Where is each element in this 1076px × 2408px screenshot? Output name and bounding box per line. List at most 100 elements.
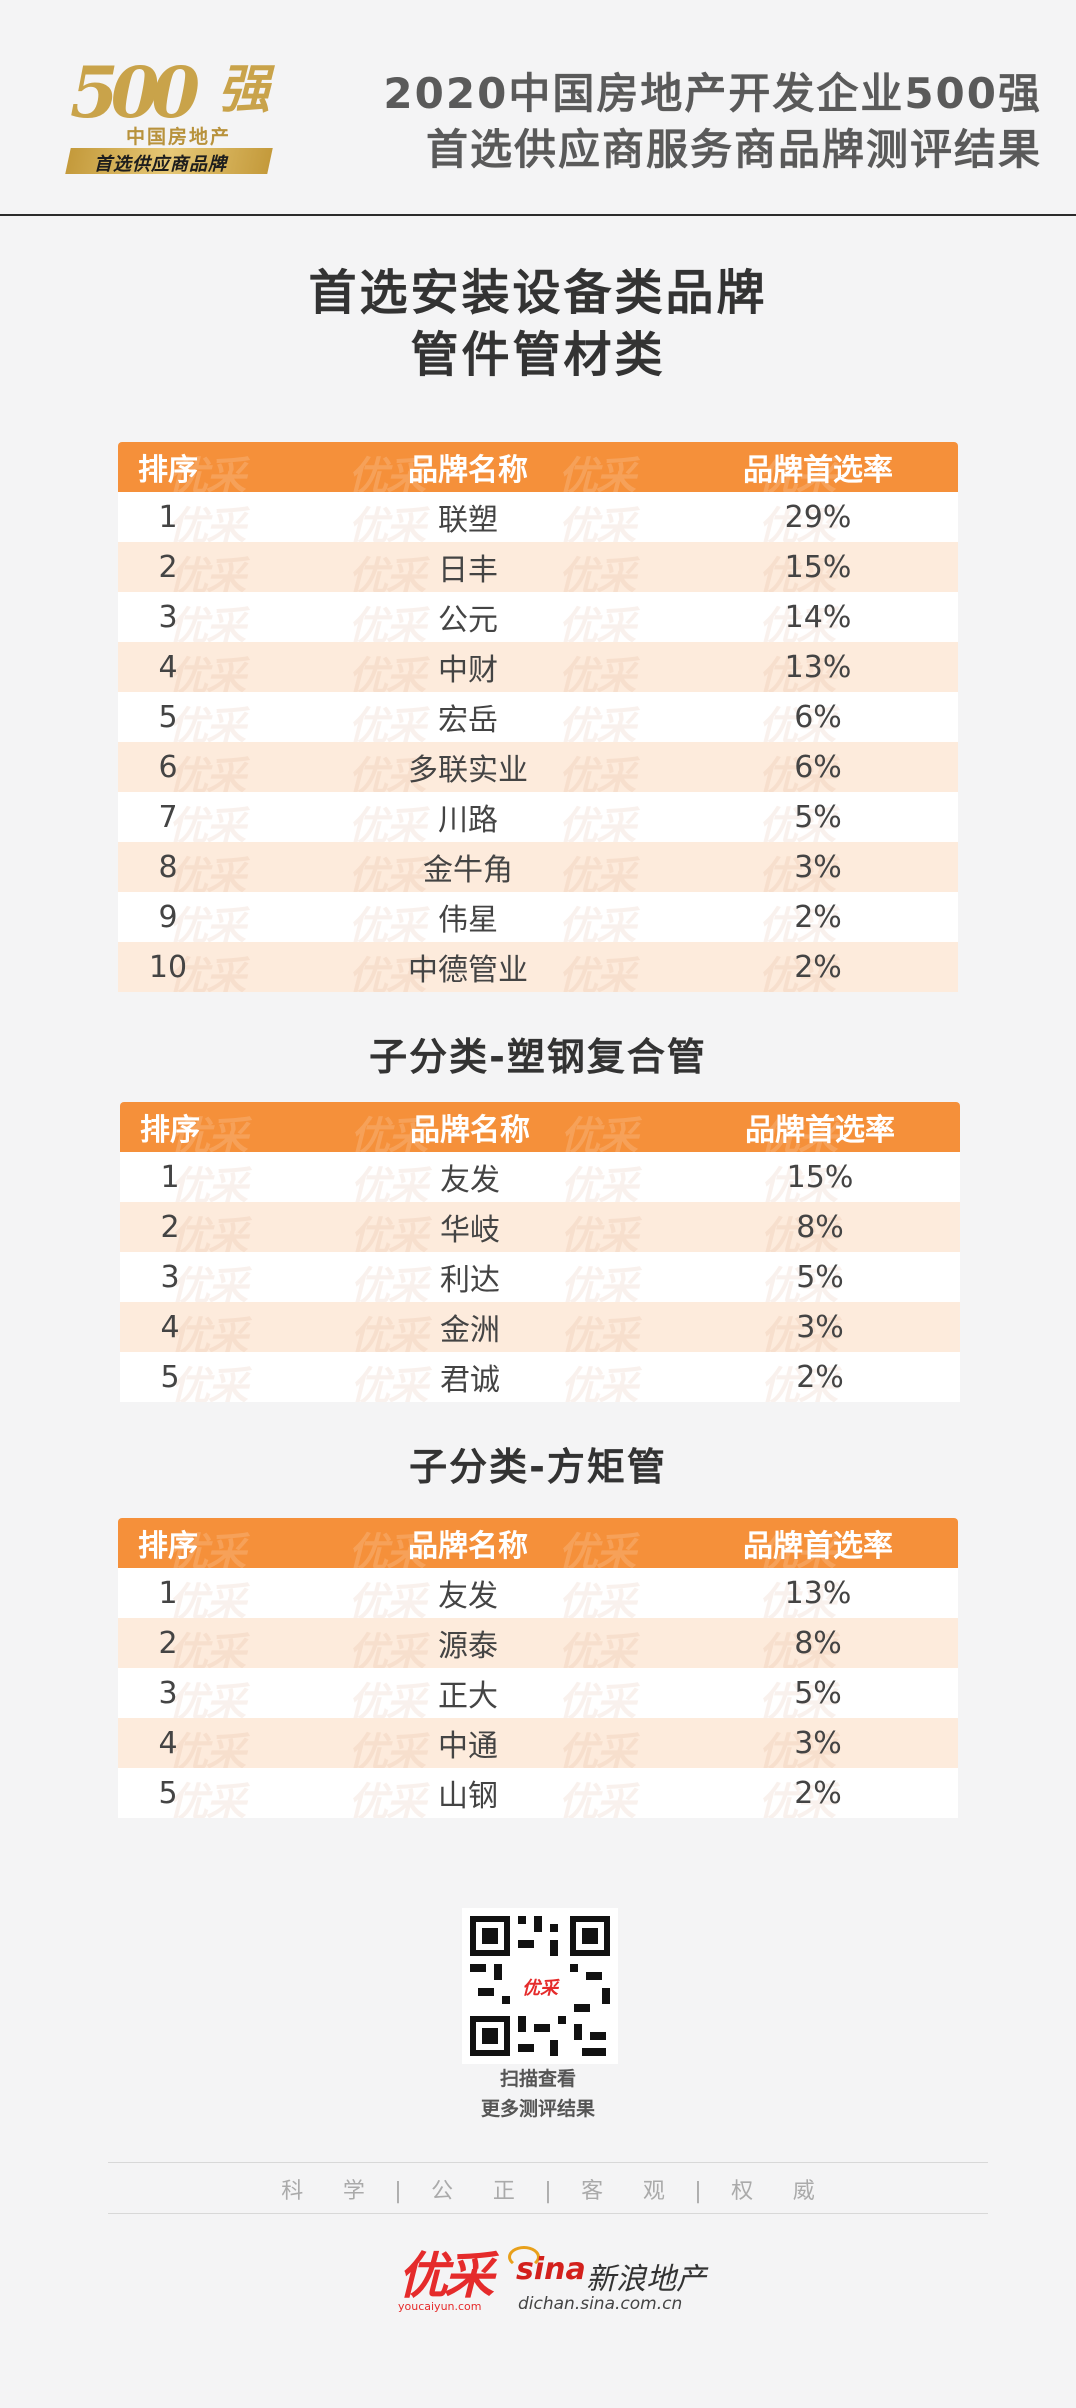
rank-cell: 7 (158, 799, 178, 835)
table-row: 优采 优采 优采 优采 10 中德管业 2% (118, 942, 958, 992)
logo-number: 500 (70, 51, 200, 134)
selection-rate-cell: 6% (794, 699, 842, 735)
selection-rate-cell: 2% (794, 949, 842, 985)
brand-name-cell: 源泰 (438, 1629, 498, 1664)
brand-name-cell: 山钢 (438, 1779, 498, 1814)
rank-cell: 4 (158, 649, 178, 685)
selection-rate-cell: 2% (794, 899, 842, 935)
column-header-rank: 排序 (138, 1529, 198, 1564)
rank-cell: 8 (158, 849, 178, 885)
column-header-rank: 排序 (138, 453, 198, 488)
rank-cell: 1 (158, 499, 178, 535)
top500-logo: 500 强 中国房地产 首选供应商品牌 (62, 51, 282, 175)
rank-cell: 6 (158, 749, 178, 785)
selection-rate-cell: 5% (794, 799, 842, 835)
table-row: 优采 优采 优采 优采 3 利达 5% (120, 1252, 960, 1302)
rank-cell: 4 (158, 1725, 178, 1761)
table-row: 优采 优采 优采 优采 5 山钢 2% (118, 1768, 958, 1818)
qr-caption-line1: 扫描查看 (499, 2068, 576, 2090)
brand-name-cell: 中通 (438, 1729, 498, 1764)
table-row: 优采 优采 优采 优采 7 川路 5% (118, 792, 958, 842)
qr-caption-line2: 更多测评结果 (480, 2098, 595, 2120)
motto-bar: 科 学 | 公 正 | 客 观 | 权 威 (108, 2162, 988, 2214)
selection-rate-cell: 5% (794, 1675, 842, 1711)
selection-rate-cell: 13% (784, 1575, 852, 1611)
brand-name-cell: 联塑 (438, 503, 498, 538)
logo-subtitle: 中国房地产 (126, 126, 232, 148)
brand-name-cell: 中德管业 (408, 953, 528, 988)
motto-text: 科 学 | 公 正 | 客 观 | 权 威 (281, 2179, 815, 2204)
qr-code-graphic: 优采 (462, 1908, 618, 2064)
table-row: 优采 优采 优采 优采 3 正大 5% (118, 1668, 958, 1718)
table-row: 优采 优采 优采 优采 1 联塑 29% (118, 492, 958, 542)
table-header: 优采 优采 优采 优采 排序 品牌名称 品牌首选率 (120, 1102, 960, 1152)
selection-rate-cell: 8% (796, 1209, 844, 1245)
table-row: 优采 优采 优采 优采 8 金牛角 3% (118, 842, 958, 892)
brand-name-cell: 中财 (438, 653, 498, 688)
selection-rate-cell: 2% (794, 1775, 842, 1811)
logo-char: 强 (218, 60, 271, 120)
subcategory-title-square-tube: 子分类-方矩管 (409, 1445, 667, 1489)
youcai-logo[interactable]: 优采 (398, 2247, 494, 2305)
rank-cell: 3 (158, 599, 178, 635)
sina-realestate-label: 新浪地产 (586, 2262, 706, 2297)
column-header-name: 品牌名称 (408, 1529, 528, 1564)
brand-name-cell: 宏岳 (438, 703, 498, 738)
selection-rate-cell: 29% (784, 499, 852, 535)
subcategory-title-composite-pipe: 子分类-塑钢复合管 (369, 1035, 707, 1079)
selection-rate-cell: 3% (794, 1725, 842, 1761)
brand-name-cell: 公元 (438, 603, 498, 638)
brand-name-cell: 君诚 (440, 1363, 500, 1398)
page-header: 500 强 中国房地产 首选供应商品牌 2020中国房地产开发企业500强 首选… (0, 0, 1076, 216)
selection-rate-cell: 3% (796, 1309, 844, 1345)
column-header-rank: 排序 (140, 1113, 200, 1148)
report-title: 2020中国房地产开发企业500强 首选供应商服务商品牌测评结果 (342, 66, 1042, 178)
brand-name-cell: 川路 (438, 803, 498, 838)
rank-cell: 5 (158, 699, 178, 735)
category-title-line1: 首选安装设备类品牌 (308, 265, 768, 321)
selection-rate-cell: 13% (784, 649, 852, 685)
rank-cell: 9 (158, 899, 178, 935)
brand-name-cell: 华岐 (440, 1213, 500, 1248)
logo-band-text: 首选供应商品牌 (94, 154, 227, 175)
column-header-rate: 品牌首选率 (743, 453, 893, 488)
selection-rate-cell: 6% (794, 749, 842, 785)
rank-cell: 2 (158, 1625, 178, 1661)
column-header-rate: 品牌首选率 (745, 1113, 895, 1148)
brand-name-cell: 友发 (440, 1163, 500, 1198)
brand-name-cell: 金牛角 (423, 853, 513, 888)
table-row: 优采 优采 优采 优采 2 日丰 15% (118, 542, 958, 592)
table-row: 优采 优采 优采 优采 2 华岐 8% (120, 1202, 960, 1252)
table-header: 优采 优采 优采 优采 排序 品牌名称 品牌首选率 (118, 1518, 958, 1568)
brand-name-cell: 利达 (440, 1263, 500, 1298)
rank-cell: 3 (158, 1675, 178, 1711)
brand-name-cell: 友发 (438, 1579, 498, 1614)
table-row: 优采 优采 优采 优采 2 源泰 8% (118, 1618, 958, 1668)
sina-eye-icon (508, 2246, 540, 2268)
category-title: 首选安装设备类品牌 管件管材类 (0, 262, 1076, 386)
sina-url: dichan.sina.com.cn (518, 2294, 683, 2314)
rank-cell: 10 (148, 949, 188, 985)
header-divider (0, 214, 1076, 216)
brand-name-cell: 金洲 (440, 1313, 500, 1348)
qr-code[interactable]: 优采 (462, 1908, 618, 2064)
rank-cell: 3 (160, 1259, 180, 1295)
selection-rate-cell: 15% (786, 1159, 854, 1195)
selection-rate-cell: 5% (796, 1259, 844, 1295)
report-title-line2: 首选供应商服务商品牌测评结果 (425, 125, 1042, 174)
ranking-table-main: 优采 优采 优采 优采 排序 品牌名称 品牌首选率 优采 优采 优采 优采 1 联塑 29% 优采 优采 优采优… (118, 442, 958, 992)
rank-cell: 4 (160, 1309, 180, 1345)
rank-cell: 5 (160, 1359, 180, 1395)
table-row: 优采 优采 优采 优采 5 君诚 2% (120, 1352, 960, 1402)
brand-name-cell: 日丰 (438, 553, 498, 588)
brand-name-cell: 正大 (438, 1679, 498, 1714)
column-header-name: 品牌名称 (410, 1113, 530, 1148)
category-title-line2: 管件管材类 (410, 327, 666, 383)
selection-rate-cell: 8% (794, 1625, 842, 1661)
column-header-name: 品牌名称 (408, 453, 528, 488)
column-header-rate: 品牌首选率 (743, 1529, 893, 1564)
table-header: 优采 优采 优采 优采 排序 品牌名称 品牌首选率 (118, 442, 958, 492)
report-title-line1: 2020中国房地产开发企业500强 (383, 69, 1042, 118)
youcai-url: youcaiyun.com (398, 2300, 482, 2313)
sina-logo[interactable]: sina (516, 2252, 586, 2287)
